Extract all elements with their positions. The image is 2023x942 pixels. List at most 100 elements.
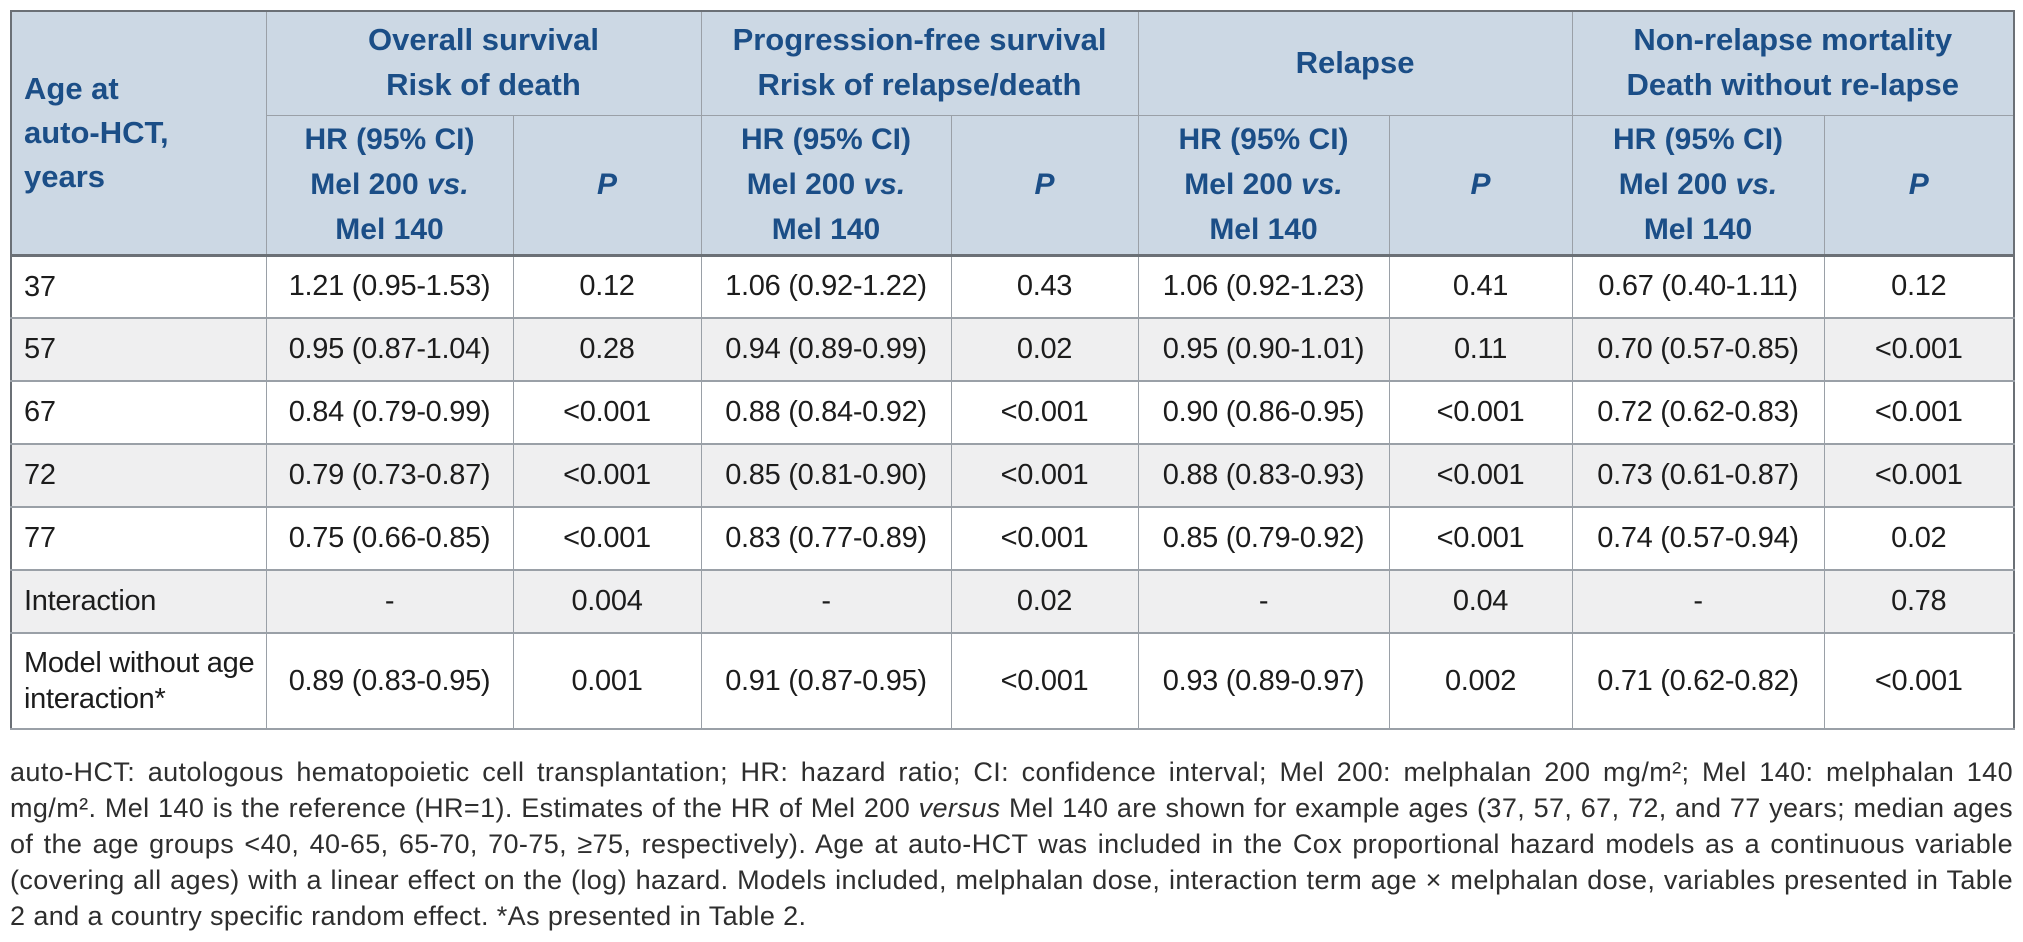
p-value-cell: 0.12	[1823, 254, 2015, 319]
p-value-cell: <0.001	[950, 632, 1139, 730]
subheader-p-nrm: P	[1823, 114, 2015, 256]
p-value-cell: <0.001	[1388, 443, 1573, 508]
group-header-relapse: Relapse	[1137, 10, 1573, 116]
hr-ci-cell: 0.85 (0.79-0.92)	[1137, 506, 1390, 571]
subheader-hr-relapse: HR (95% CI) Mel 200 vs. Mel 140	[1137, 114, 1390, 256]
subheader-p-relapse: P	[1388, 114, 1573, 256]
mel140-label: Mel 140	[771, 213, 881, 246]
table-row: 67 0.84 (0.79-0.99) <0.001 0.88 (0.84-0.…	[10, 380, 2015, 445]
p-label: P	[1034, 167, 1055, 201]
p-value-cell: <0.001	[1388, 506, 1573, 571]
hr-ci-cell: 0.95 (0.87-1.04)	[265, 317, 514, 382]
hr-ci-cell: 1.21 (0.95-1.53)	[265, 254, 514, 319]
p-value-cell: <0.001	[950, 443, 1139, 508]
subheader-p-os: P	[512, 114, 702, 256]
header-group-row: Age at auto-HCT, years Overall survival …	[10, 10, 2015, 256]
group-header-progression-free-survival: Progression-free survival Rrisk of relap…	[700, 10, 1139, 116]
hr-ci-cell: -	[1571, 569, 1825, 634]
p-value-cell: 0.12	[512, 254, 702, 319]
p-value-cell: <0.001	[1388, 380, 1573, 445]
p-value-cell: 0.04	[1388, 569, 1573, 634]
subheader-hr-nrm: HR (95% CI) Mel 200 vs. Mel 140	[1571, 114, 1825, 256]
hr-ci-label: HR (95% CI)	[1178, 123, 1349, 156]
hr-ci-cell: -	[1137, 569, 1390, 634]
group-header-non-relapse-mortality: Non-relapse mortality Death without re-l…	[1571, 10, 2015, 116]
mel200-label: Mel 200	[310, 168, 427, 201]
mel200-label: Mel 200	[1184, 168, 1302, 201]
hr-ci-cell: 0.67 (0.40-1.11)	[1571, 254, 1825, 319]
corner-header-age: Age at auto-HCT, years	[10, 10, 267, 256]
p-value-cell: 0.004	[512, 569, 702, 634]
p-value-cell: 0.02	[950, 569, 1139, 634]
footnote-italic-versus: versus	[918, 793, 1001, 823]
hr-ci-cell: 0.88 (0.84-0.92)	[700, 380, 952, 445]
table-row: 37 1.21 (0.95-1.53) 0.12 1.06 (0.92-1.22…	[10, 254, 2015, 319]
subheader-p-pfs: P	[950, 114, 1139, 256]
hr-ci-cell: 0.72 (0.62-0.83)	[1571, 380, 1825, 445]
p-value-cell: <0.001	[950, 506, 1139, 571]
mel200-label: Mel 200	[1618, 168, 1736, 201]
hr-ci-cell: 0.95 (0.90-1.01)	[1137, 317, 1390, 382]
p-value-cell: <0.001	[1823, 632, 2015, 730]
footnote-text-part1: auto-HCT: autologous hematopoietic cell …	[10, 757, 2013, 823]
hr-ci-label: HR (95% CI)	[304, 123, 475, 156]
age-cell: Interaction	[10, 569, 267, 634]
subheader-hr-os: HR (95% CI) Mel 200 vs. Mel 140	[265, 114, 514, 256]
vs-label: vs.	[863, 168, 906, 201]
p-label: P	[1908, 167, 1929, 201]
hr-ci-cell: 0.75 (0.66-0.85)	[265, 506, 514, 571]
p-value-cell: <0.001	[950, 380, 1139, 445]
header-sub-row: HR (95% CI) Mel 200 vs. Mel 140 P HR (95% …	[11, 114, 2015, 256]
hr-ci-label: HR (95% CI)	[740, 123, 912, 156]
p-value-cell: 0.02	[950, 317, 1139, 382]
hr-ci-cell: 0.74 (0.57-0.94)	[1571, 506, 1825, 571]
hr-ci-cell: 0.79 (0.73-0.87)	[265, 443, 514, 508]
p-value-cell: <0.001	[1823, 317, 2015, 382]
subheader-hr-pfs: HR (95% CI) Mel 200 vs. Mel 140	[700, 114, 952, 256]
p-value-cell: 0.78	[1823, 569, 2015, 634]
p-label: P	[1470, 167, 1491, 201]
p-value-cell: 0.11	[1388, 317, 1573, 382]
p-label: P	[596, 167, 617, 201]
p-value-cell: 0.43	[950, 254, 1139, 319]
hr-ci-cell: 1.06 (0.92-1.23)	[1137, 254, 1390, 319]
p-value-cell: 0.001	[512, 632, 702, 730]
table-row: Model without age interaction* 0.89 (0.8…	[10, 632, 2015, 730]
hr-ci-cell: 0.70 (0.57-0.85)	[1571, 317, 1825, 382]
vs-label: vs.	[1301, 168, 1343, 201]
table-row: 77 0.75 (0.66-0.85) <0.001 0.83 (0.77-0.…	[10, 506, 2015, 571]
hr-ci-cell: 0.71 (0.62-0.82)	[1571, 632, 1825, 730]
p-value-cell: <0.001	[512, 443, 702, 508]
hr-ci-cell: 0.89 (0.83-0.95)	[265, 632, 514, 730]
hr-ci-cell: 0.88 (0.83-0.93)	[1137, 443, 1390, 508]
hr-ci-label: HR (95% CI)	[1613, 123, 1784, 156]
p-value-cell: <0.001	[512, 380, 702, 445]
group-header-overall-survival: Overall survival Risk of death	[265, 10, 702, 116]
hr-ci-cell: 0.84 (0.79-0.99)	[265, 380, 514, 445]
footnote: auto-HCT: autologous hematopoietic cell …	[10, 754, 2013, 934]
footnote-text-part2: Mel 140 are shown for example ages (37, …	[10, 793, 2014, 931]
p-value-cell: 0.41	[1388, 254, 1573, 319]
hr-ci-cell: 0.85 (0.81-0.90)	[700, 443, 952, 508]
p-value-cell: 0.28	[512, 317, 702, 382]
age-cell: Model without age interaction*	[10, 632, 267, 730]
hr-ci-cell: 0.93 (0.89-0.97)	[1137, 632, 1390, 730]
age-cell: 72	[10, 443, 267, 508]
hr-ci-cell: 1.06 (0.92-1.22)	[700, 254, 952, 319]
table-body: 37 1.21 (0.95-1.53) 0.12 1.06 (0.92-1.22…	[10, 254, 2015, 730]
mel140-label: Mel 140	[335, 213, 444, 246]
hr-ci-cell: -	[265, 569, 514, 634]
p-value-cell: <0.001	[512, 506, 702, 571]
age-cell: 67	[10, 380, 267, 445]
age-cell: 77	[10, 506, 267, 571]
p-value-cell: 0.002	[1388, 632, 1573, 730]
hr-ci-cell: 0.94 (0.89-0.99)	[700, 317, 952, 382]
hr-ci-cell: 0.91 (0.87-0.95)	[700, 632, 952, 730]
table-row: 57 0.95 (0.87-1.04) 0.28 0.94 (0.89-0.99…	[10, 317, 2015, 382]
age-cell: 37	[10, 254, 267, 319]
hr-ci-cell: -	[700, 569, 952, 634]
hr-ci-cell: 0.83 (0.77-0.89)	[700, 506, 952, 571]
table-header: Age at auto-HCT, years Overall survival …	[10, 10, 2015, 256]
vs-label: vs.	[427, 168, 469, 201]
